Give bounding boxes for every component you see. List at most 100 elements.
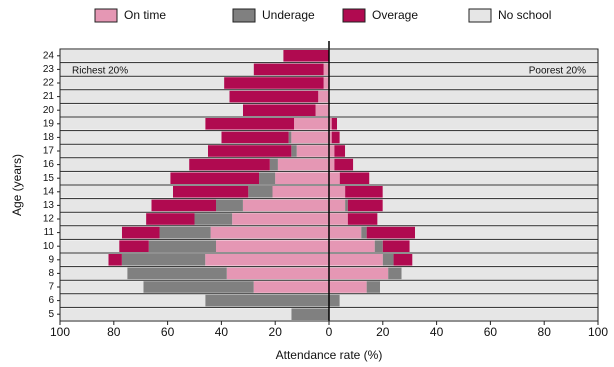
y-tick-label: 14 (43, 186, 55, 197)
bar-segment (329, 145, 335, 157)
bar-segment (345, 199, 348, 212)
bar-segment (329, 267, 389, 280)
y-tick-label: 5 (48, 309, 54, 320)
bar-segment (329, 186, 346, 198)
bar-segment (380, 281, 598, 293)
bar-segment (119, 240, 149, 252)
y-tick-label: 19 (43, 118, 55, 129)
x-tick-label: 40 (430, 325, 444, 339)
bar-segment (205, 254, 329, 266)
bar-segment (60, 294, 206, 307)
bar-segment (277, 158, 329, 171)
y-tick-label: 22 (43, 78, 55, 89)
bar-segment (226, 267, 329, 280)
bar-segment (412, 254, 598, 266)
bar-segment (329, 213, 348, 225)
bar-segment (291, 145, 297, 157)
y-tick-label: 8 (48, 268, 54, 279)
y-tick-label: 24 (43, 50, 55, 61)
bar-segment (207, 145, 292, 157)
x-tick-label: 80 (107, 325, 121, 339)
bar-segment (331, 131, 340, 144)
bar-segment (323, 77, 329, 89)
y-tick-label: 10 (43, 241, 55, 252)
bar-segment (329, 254, 383, 266)
bar-segment (334, 145, 346, 157)
bar-segment (291, 308, 329, 320)
bar-segment (248, 186, 273, 198)
bar-segment (253, 63, 324, 76)
y-tick-label: 15 (43, 173, 55, 184)
bar-segment (291, 131, 329, 144)
bar-segment (345, 186, 383, 198)
bar-segment (283, 50, 329, 62)
bar-segment (329, 63, 598, 76)
bar-segment (315, 104, 329, 116)
bar-segment (221, 131, 289, 144)
bar-segment (242, 199, 329, 212)
legend-label: On time (124, 8, 166, 22)
y-tick-label: 20 (43, 105, 55, 116)
bar-segment (339, 294, 598, 307)
bar-segment (339, 131, 598, 144)
bar-segment (331, 118, 338, 130)
bar-segment (60, 308, 292, 320)
bar-segment (369, 172, 598, 184)
bar-segment (415, 226, 598, 239)
x-tick-label: 80 (538, 325, 552, 339)
y-tick-label: 23 (43, 64, 55, 75)
bar-segment (361, 226, 367, 239)
bar-segment (121, 254, 206, 266)
bar-segment (60, 226, 122, 239)
bar-segment (382, 240, 410, 252)
bar-segment (347, 199, 383, 212)
bar-segment (329, 226, 362, 239)
bar-segment (60, 172, 171, 184)
bar-segment (329, 240, 375, 252)
bar-segment (229, 90, 319, 103)
bar-segment (272, 186, 329, 198)
bar-segment (329, 104, 598, 116)
bar-segment (121, 226, 160, 239)
left-panel-label: Richest 20% (72, 66, 128, 77)
bar-segment (60, 145, 208, 157)
bar-segment (382, 254, 394, 266)
bar-segment (146, 213, 195, 225)
bar-segment (377, 213, 598, 225)
bar-segment (288, 131, 292, 144)
bar-segment (393, 254, 413, 266)
bar-segment (337, 118, 598, 130)
bar-segment (60, 63, 254, 76)
bar-segment (60, 77, 225, 89)
bar-segment (205, 118, 295, 130)
legend-label: No school (498, 8, 551, 22)
bar-segment (329, 308, 598, 320)
bar-segment (60, 90, 230, 103)
bar-segment (329, 172, 340, 184)
bar-segment (60, 213, 147, 225)
bar-segment (205, 294, 329, 307)
bar-segment (329, 294, 340, 307)
bar-segment (329, 118, 332, 130)
bar-segment (148, 240, 217, 252)
bar-segment (60, 267, 128, 280)
bar-segment (382, 186, 598, 198)
legend-swatch (232, 8, 256, 23)
x-tick-label: 20 (269, 325, 283, 339)
bar-segment (60, 186, 173, 198)
y-axis-title: Age (years) (10, 154, 24, 216)
bar-segment (345, 145, 598, 157)
bar-segment (170, 172, 260, 184)
bar-segment (388, 267, 402, 280)
bar-segment (194, 213, 233, 225)
bar-segment (216, 199, 243, 212)
legend-swatch (468, 8, 492, 23)
bar-segment (60, 50, 284, 62)
x-tick-label: 60 (161, 325, 175, 339)
bar-segment (60, 131, 222, 144)
bar-segment (60, 254, 109, 266)
y-tick-label: 17 (43, 146, 55, 157)
bar-segment (409, 240, 598, 252)
x-axis-title: Attendance rate (%) (276, 348, 383, 362)
